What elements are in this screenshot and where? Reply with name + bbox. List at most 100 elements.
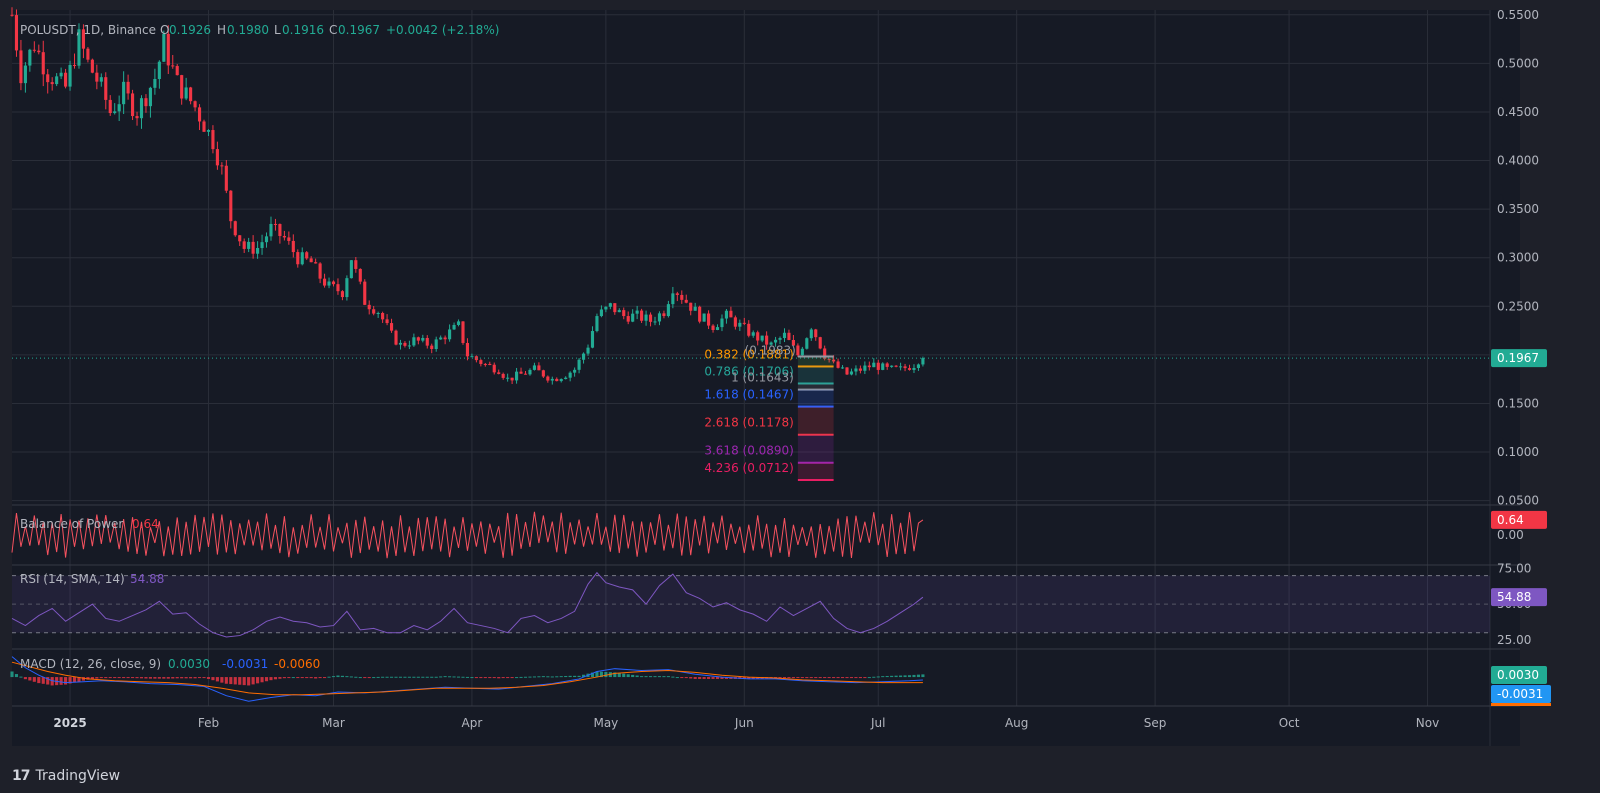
candle-body	[890, 365, 894, 367]
candle-body	[666, 304, 670, 317]
macd-histogram-bar	[595, 671, 599, 678]
macd-histogram-bar	[573, 675, 577, 678]
fib-level-label: 0.786 (0.1706)	[704, 364, 794, 378]
candle-body	[59, 72, 63, 77]
macd-histogram-bar	[805, 677, 809, 679]
balance-of-power-pane[interactable]: Balance of Power 0.64 0.00 0.64	[11, 510, 1547, 559]
candle-body	[698, 306, 702, 322]
macd-histogram-bar	[37, 677, 41, 684]
candle-body	[707, 313, 711, 326]
macd-pane[interactable]: MACD (12, 26, close, 9) 0.0030 -0.0031 -…	[10, 656, 1551, 706]
macd-histogram-bar	[184, 677, 188, 679]
macd-histogram-bar	[515, 677, 519, 679]
macd-histogram-bar	[872, 676, 876, 678]
candle-body	[814, 329, 818, 338]
candle-body	[10, 14, 14, 16]
macd-histogram-bar	[90, 677, 94, 680]
rsi-pane[interactable]: RSI (14, SMA, 14) 54.88 75.0050.0025.00 …	[11, 561, 1547, 647]
candle-body	[644, 314, 648, 321]
macd-histogram-bar	[175, 677, 179, 679]
macd-histogram-bar	[153, 677, 157, 679]
macd-histogram-bar	[823, 677, 827, 679]
macd-histogram-bar	[689, 677, 693, 679]
candle-body	[867, 365, 871, 368]
macd-histogram-bar	[800, 677, 804, 679]
last-price-badge: 0.1967	[1491, 349, 1547, 368]
price-tick-label: 0.2500	[1497, 299, 1539, 313]
candle-body	[117, 104, 121, 112]
macd-histogram-bar	[907, 675, 912, 678]
candle-body	[349, 260, 353, 279]
price-tick-label: 0.3000	[1497, 251, 1539, 265]
macd-histogram-bar	[430, 676, 434, 678]
macd-histogram-bar	[577, 675, 581, 678]
macd-histogram-bar	[796, 677, 800, 679]
rsi-line	[11, 571, 924, 638]
time-axis[interactable]: 2025 Feb Mar Apr May Jun Jul Aug Sep Oct Nov	[53, 716, 1439, 730]
candle-body	[832, 359, 836, 362]
price-tick-label: 0.5000	[1497, 56, 1539, 70]
fib-level-label: 2.618 (0.1178)	[704, 416, 794, 430]
symbol-header: POLUSDT, 1D, Binance	[20, 23, 156, 37]
macd-histogram-bar	[635, 675, 639, 678]
macd-histogram-bar	[881, 676, 885, 678]
fib-zone	[797, 434, 834, 463]
fib-level-label: 1 (0.1643)	[731, 371, 794, 385]
candle-body	[345, 278, 349, 298]
candle-body	[389, 323, 394, 331]
macd-histogram-bar	[809, 677, 813, 679]
candle-body	[372, 309, 376, 314]
candle-body	[778, 338, 782, 340]
candle-body	[751, 332, 755, 336]
candle-body	[622, 310, 626, 317]
macd-histogram-bar	[622, 673, 626, 678]
candle-body	[421, 337, 425, 341]
tradingview-logo[interactable]: 17 TradingView	[12, 768, 120, 784]
macd-badge-text: -0.0031	[1497, 687, 1543, 701]
price-pane[interactable]: 0.382 (0.1881) 0.786 (0.1706)1 (0.1643) 1.…	[10, 7, 1490, 482]
macd-histogram-bar	[568, 675, 572, 678]
macd-histogram-bar	[296, 677, 300, 679]
macd-histogram-bar	[309, 677, 313, 679]
macd-histogram-bar	[903, 675, 907, 678]
candle-body	[23, 65, 27, 84]
candle-body	[586, 347, 590, 354]
ohlc-open-label: O	[160, 23, 169, 37]
macd-histogram-bar	[238, 677, 242, 685]
price-axis[interactable]: 0.5500 0.5000 0.4500 0.4000 0.3500 0.3000 0.25…	[1497, 8, 1539, 508]
candle-body	[470, 356, 474, 358]
macd-histogram-bar	[854, 677, 858, 679]
candle-body	[782, 332, 787, 339]
candle-body	[635, 310, 639, 314]
macd-histogram-bar	[99, 677, 103, 679]
candle-body	[77, 29, 81, 66]
candle-body	[305, 252, 309, 259]
candle-body	[715, 327, 720, 330]
tradingview-logo-text: TradingView	[35, 768, 121, 784]
macd-histogram-bar	[599, 671, 603, 678]
rsi-badge-text: 54.88	[1497, 590, 1531, 604]
macd-histogram-bar	[443, 676, 447, 678]
price-tick-label: 0.4500	[1497, 105, 1539, 119]
macd-histogram-bar	[264, 677, 269, 682]
macd-histogram-bar	[305, 677, 309, 679]
macd-histogram-bar	[104, 677, 108, 679]
candle-body	[912, 367, 916, 370]
candle-body	[537, 365, 541, 371]
rsi-title: RSI (14, SMA, 14)	[20, 572, 125, 586]
macd-histogram-bar	[340, 675, 344, 678]
candle-body	[823, 348, 827, 359]
macd-histogram-bar	[497, 677, 501, 679]
fib-zone	[797, 406, 834, 435]
macd-histogram-bar	[41, 677, 45, 684]
fibonacci-extension[interactable]: 0.382 (0.1881) 0.786 (0.1706)1 (0.1643) 1.…	[704, 344, 834, 482]
macd-histogram-bar	[747, 677, 751, 679]
time-tick-label: May	[593, 716, 618, 730]
macd-histogram-bar	[233, 677, 237, 685]
candle-body	[465, 342, 470, 357]
candle-body	[818, 337, 822, 349]
macd-histogram-bar	[604, 671, 608, 678]
macd-histogram-bar	[314, 677, 318, 679]
candle-body	[617, 310, 621, 313]
macd-histogram-badge-text: 0.0030	[1497, 668, 1539, 682]
